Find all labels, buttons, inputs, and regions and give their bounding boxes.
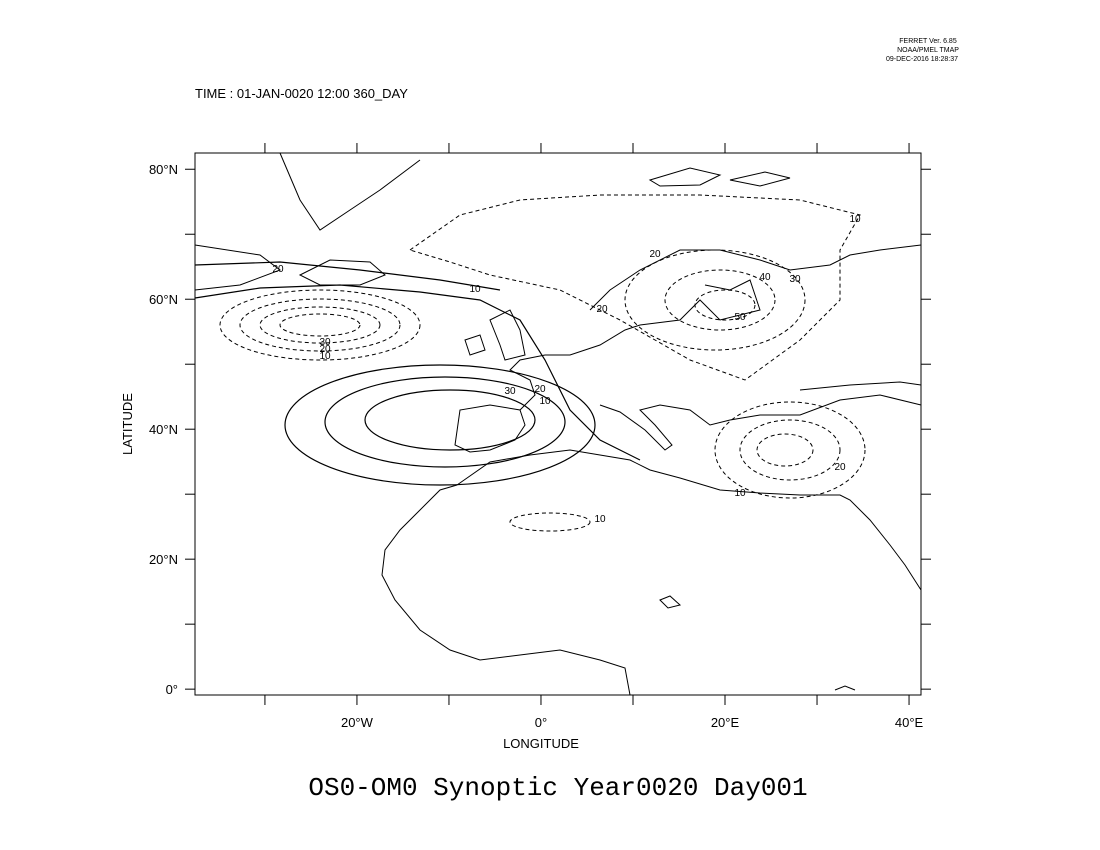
- contour-label: 30: [789, 274, 801, 285]
- y-tick-label: 80°N: [149, 162, 178, 177]
- x-tick-label: 20°E: [711, 715, 740, 730]
- contour-label: 20: [319, 344, 331, 355]
- contour-label: 10: [594, 514, 606, 525]
- contour-label: 20: [534, 384, 546, 395]
- contour-label: 50: [734, 312, 746, 323]
- y-tick-label: 40°N: [149, 422, 178, 437]
- x-tick-label: 20°W: [341, 715, 374, 730]
- contour-label: 20: [272, 264, 284, 275]
- contour-label: 20: [596, 304, 608, 315]
- x-tick-label: 0°: [535, 715, 547, 730]
- header-line: FERRET Ver. 6.85: [899, 38, 957, 45]
- contour-label: 20: [834, 462, 846, 473]
- contour-label: 10: [849, 214, 861, 225]
- y-axis-label: LATITUDE: [120, 393, 135, 455]
- y-tick-label: 60°N: [149, 292, 178, 307]
- contour-label: 40: [759, 272, 771, 283]
- contour-label: 10: [734, 488, 746, 499]
- y-tick-label: 0°: [166, 682, 178, 697]
- plot-title: OS0-OM0 Synoptic Year0020 Day001: [308, 773, 807, 803]
- time-label: TIME : 01-JAN-0020 12:00 360_DAY: [195, 86, 408, 101]
- contour-label: 10: [469, 284, 481, 295]
- contour-label: 30: [319, 337, 331, 348]
- y-tick-label: 20°N: [149, 552, 178, 567]
- contour-label: 20: [649, 249, 661, 260]
- x-tick-label: 40°E: [895, 715, 924, 730]
- header-line: NOAA/PMEL TMAP: [897, 47, 959, 54]
- contours: [194, 194, 866, 532]
- header-line: 09-DEC-2016 18:28:37: [886, 56, 958, 63]
- contour-label: 30: [504, 386, 516, 397]
- map-frame: [194, 152, 922, 696]
- contour-label: 10: [319, 351, 331, 362]
- x-axis-label: LONGITUDE: [503, 736, 579, 751]
- contour-label: 10: [539, 396, 551, 407]
- coastlines: [194, 152, 922, 696]
